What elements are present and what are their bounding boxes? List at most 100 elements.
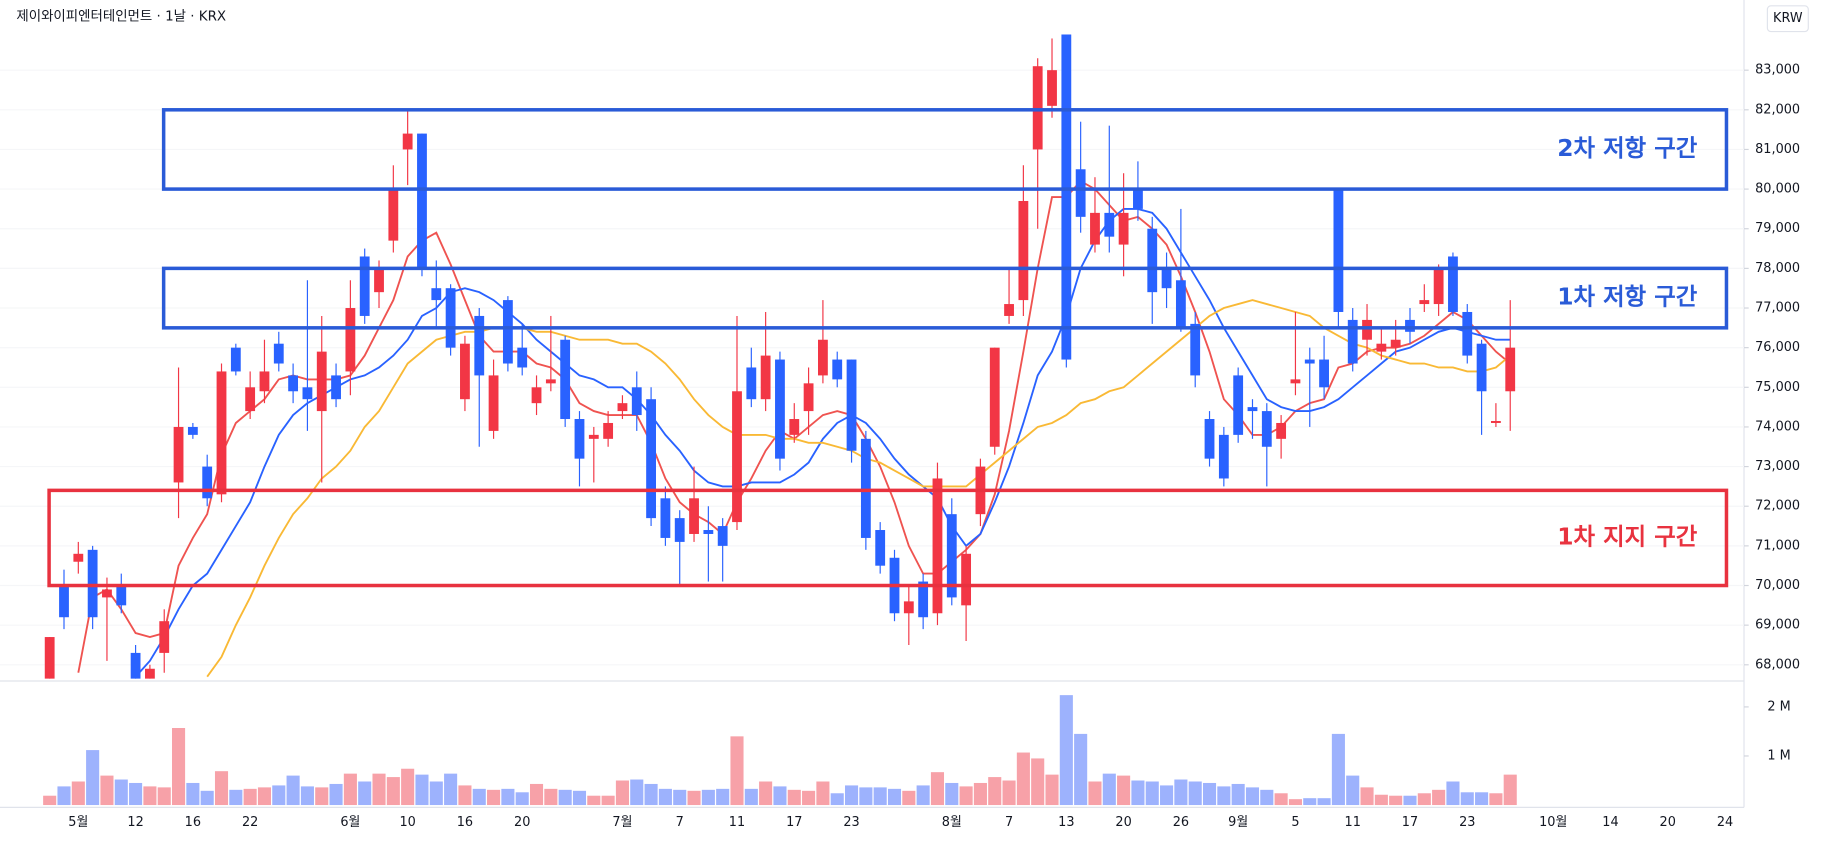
volume-bar — [300, 786, 314, 806]
moving-average-line — [134, 207, 1511, 678]
volume-bar — [887, 788, 902, 806]
volume-bar — [845, 785, 859, 806]
candle-body — [617, 403, 628, 412]
candle-body — [803, 383, 814, 412]
volume-bar — [1317, 798, 1331, 806]
volume-bar — [1131, 780, 1145, 806]
y-tick-label: 69,000 — [1755, 618, 1800, 633]
volume-bar — [1102, 773, 1116, 806]
candle-body — [918, 581, 929, 618]
x-tick-label: 9월 — [1228, 815, 1248, 830]
candle-body — [674, 518, 685, 542]
candle-body — [603, 422, 614, 439]
volume-bar — [1446, 781, 1460, 806]
y-tick-label: 68,000 — [1755, 657, 1800, 672]
x-tick-label: 12 — [127, 815, 143, 830]
volume-bar — [1160, 785, 1174, 806]
candle-body — [1133, 189, 1143, 209]
volume-bar — [1503, 774, 1517, 806]
candle-body — [202, 466, 213, 499]
volume-bar — [172, 728, 186, 806]
x-tick-label: 10 — [399, 815, 415, 830]
volume-bar — [1117, 775, 1131, 806]
volume-bar — [959, 786, 973, 806]
volume-bar — [744, 788, 758, 806]
candle-body — [87, 549, 98, 618]
volume-bar — [1432, 789, 1446, 806]
zone-label: 1차 지지 구간 — [1557, 522, 1697, 550]
candle-body — [1075, 169, 1086, 217]
volume-bar — [1475, 792, 1489, 806]
candle-body — [946, 514, 957, 598]
candle-body — [1233, 375, 1244, 435]
currency-label: KRW — [1773, 11, 1803, 26]
candle-body — [1448, 256, 1458, 312]
volume-bar — [873, 787, 887, 806]
volume-bar — [945, 782, 959, 806]
candle-body — [230, 347, 241, 372]
candle-body — [846, 359, 857, 451]
volume-bar — [1460, 792, 1474, 806]
volume-tick-label: 2 M — [1767, 699, 1790, 714]
volume-bar — [472, 788, 486, 806]
chart-title: 제이와이피엔터테인먼트 · 1날 · KRX — [16, 8, 226, 24]
x-tick-label: 24 — [1717, 815, 1733, 830]
zone-label: 1차 저항 구간 — [1557, 283, 1697, 311]
y-tick-label: 81,000 — [1755, 142, 1800, 157]
x-tick-label: 13 — [1058, 815, 1074, 830]
x-tick-label: 8월 — [942, 815, 962, 830]
volume-bar — [787, 789, 801, 806]
candle-body — [1276, 422, 1287, 439]
x-tick-label: 16 — [457, 815, 473, 830]
volume-bar — [386, 777, 400, 806]
candle-body — [660, 498, 671, 538]
volume-bar — [515, 792, 529, 806]
x-tick-label: 7월 — [612, 815, 632, 830]
volume-bar — [1260, 789, 1274, 806]
volume-bar — [1145, 781, 1159, 806]
candle-body — [1433, 268, 1444, 305]
volume-bar — [315, 787, 329, 806]
zone-box — [47, 488, 1729, 588]
candle-body — [860, 438, 871, 538]
candle-body — [1319, 359, 1329, 388]
x-tick-label: 6월 — [340, 815, 360, 830]
candle-body — [574, 419, 585, 459]
x-tick-label: 22 — [242, 815, 258, 830]
candle-body — [502, 300, 513, 364]
y-tick-label: 74,000 — [1755, 419, 1800, 434]
volume-bar — [973, 782, 987, 806]
volume-bar — [572, 790, 587, 806]
candle-body — [460, 343, 470, 400]
candle-body — [187, 426, 198, 435]
volume-bar — [1374, 794, 1388, 806]
volume-bar — [229, 789, 243, 806]
volume-bar — [1174, 779, 1188, 806]
candle-body — [273, 343, 284, 364]
volume-bar — [143, 786, 157, 806]
volume-bar — [902, 790, 916, 806]
volume-bar — [1074, 733, 1088, 806]
x-tick-label: 7 — [1005, 815, 1013, 830]
x-tick-label: 23 — [843, 815, 859, 830]
x-tick-label: 11 — [1345, 815, 1361, 830]
x-tick-label: 20 — [1115, 815, 1131, 830]
volume-bar — [286, 775, 300, 806]
volume-bar — [802, 790, 816, 806]
candle-body — [775, 359, 785, 459]
candle-body — [560, 339, 571, 420]
volume-bar — [859, 787, 873, 806]
volume-bar — [129, 782, 143, 806]
volume-bar — [214, 771, 229, 806]
volume-bar — [1059, 695, 1073, 806]
candle-body — [173, 426, 184, 483]
candle-body — [1190, 323, 1201, 376]
y-tick-label: 75,000 — [1755, 380, 1800, 395]
y-tick-label: 82,000 — [1755, 102, 1800, 117]
currency-badge[interactable] — [1766, 5, 1809, 33]
volume-bar — [1346, 775, 1360, 806]
candle-body — [388, 189, 399, 241]
candle-body — [145, 668, 155, 679]
candle-body — [1462, 311, 1473, 356]
